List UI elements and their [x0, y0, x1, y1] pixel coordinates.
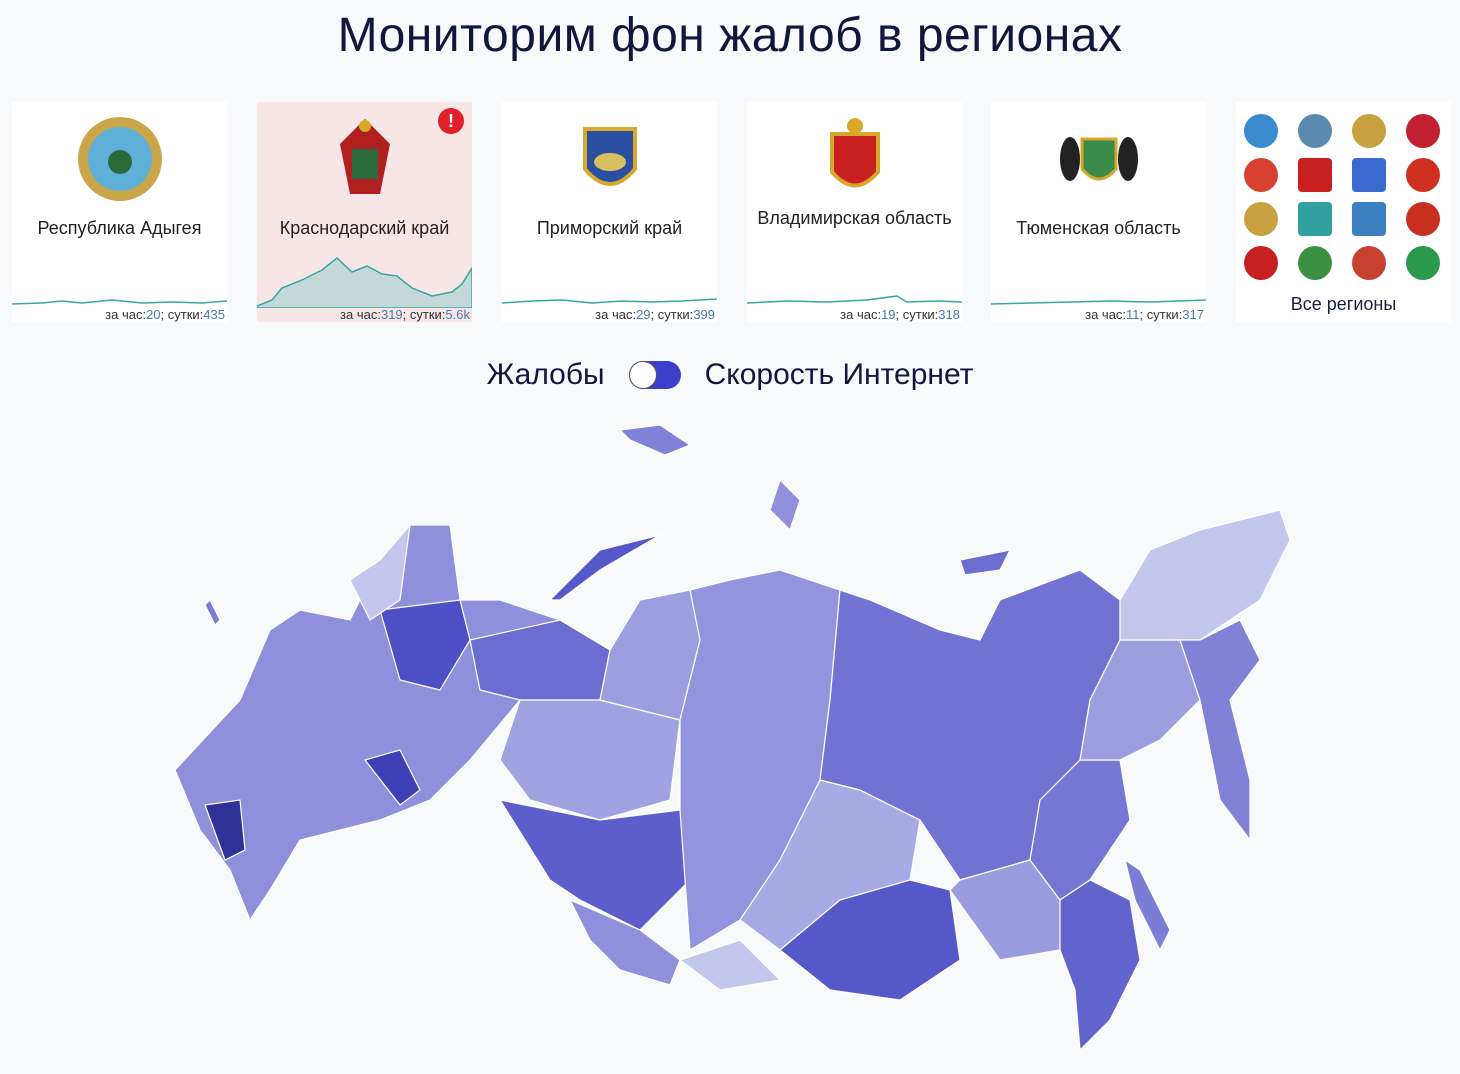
page-title: Мониторим фон жалоб в регионах	[337, 9, 1123, 62]
emblem-icon	[1406, 202, 1440, 236]
emblem-icon	[1244, 246, 1278, 280]
region-name: Республика Адыгея	[37, 218, 202, 238]
emblem-icon	[1406, 114, 1440, 148]
emblem-icon	[1352, 114, 1386, 148]
map-region	[204, 799, 246, 861]
region-stats: за час:11; сутки:317	[1085, 307, 1204, 322]
mode-toggle-row: Жалобы Скорость Интернет	[0, 358, 1460, 392]
emblem-icon	[1352, 202, 1386, 236]
region-card-primorsky[interactable]: Приморский край за час:29; сутки:399	[502, 102, 717, 322]
map-region	[379, 599, 471, 691]
sparkline	[747, 295, 962, 304]
alert-icon: !	[438, 108, 464, 134]
emblem-icon	[1406, 158, 1440, 192]
emblem-icon	[582, 127, 637, 186]
map-region	[1179, 619, 1261, 842]
map-region	[779, 879, 961, 1001]
emblem-icon	[1298, 202, 1332, 236]
toggle-label-complaints[interactable]: Жалобы	[486, 358, 605, 391]
region-name: Владимирская область	[757, 208, 952, 228]
emblem-icon	[1298, 246, 1332, 280]
map-region	[499, 699, 681, 821]
map-region	[363, 749, 421, 806]
region-card-krasnodar[interactable]: ! Краснодарский край за час:319; сутки:5…	[257, 102, 472, 322]
map-region	[1119, 509, 1291, 641]
region-stats: за час:319; сутки:5.6k	[340, 307, 470, 322]
emblem-icon	[1406, 246, 1440, 280]
emblem-icon	[829, 118, 880, 188]
map-region	[618, 424, 692, 456]
toggle-label-internet-speed[interactable]: Скорость Интернет	[704, 358, 974, 391]
region-stats: за час:20; сутки:435	[105, 307, 225, 322]
region-card-vladimir[interactable]: Владимирская область за час:19; сутки:31…	[747, 102, 962, 322]
toggle-knob	[628, 361, 657, 389]
map-region	[568, 898, 681, 986]
emblem-icon	[1298, 158, 1332, 192]
emblem-icon	[1059, 137, 1138, 181]
map-region	[678, 939, 782, 991]
map-region	[1124, 858, 1171, 952]
sparkline	[502, 298, 717, 304]
region-stats: за час:19; сутки:318	[840, 307, 960, 322]
emblem-icon	[1352, 158, 1386, 192]
emblem-icon	[1352, 246, 1386, 280]
emblem-icon	[1244, 158, 1278, 192]
map-region	[204, 598, 221, 627]
mode-toggle-switch[interactable]	[628, 361, 681, 389]
region-name: Тюменская область	[1016, 218, 1181, 238]
map-region	[769, 478, 801, 532]
emblem-grid	[1244, 114, 1446, 280]
region-stats: за час:29; сутки:399	[595, 307, 715, 322]
region-name: Краснодарский край	[279, 218, 450, 238]
all-regions-card[interactable]: Все регионы	[1236, 102, 1451, 322]
emblem-icon	[77, 117, 162, 201]
emblem-icon	[1244, 202, 1278, 236]
map-region	[498, 799, 691, 931]
emblem-icon	[1298, 114, 1332, 148]
emblem-icon	[339, 119, 390, 194]
region-card-adygea[interactable]: Республика Адыгея за час:20; сутки:435	[12, 102, 227, 322]
map-region	[959, 549, 1012, 576]
region-name: Приморский край	[536, 218, 683, 238]
sparkline	[257, 257, 472, 308]
map-region	[548, 534, 661, 601]
emblem-icon	[1244, 114, 1278, 148]
region-card-tyumen[interactable]: Тюменская область за час:11; сутки:317	[991, 102, 1206, 322]
map-region	[349, 523, 411, 621]
map-region	[1059, 879, 1141, 1052]
sparkline	[12, 299, 227, 305]
all-regions-link[interactable]: Все регионы	[1290, 294, 1397, 314]
sparkline	[991, 299, 1206, 305]
